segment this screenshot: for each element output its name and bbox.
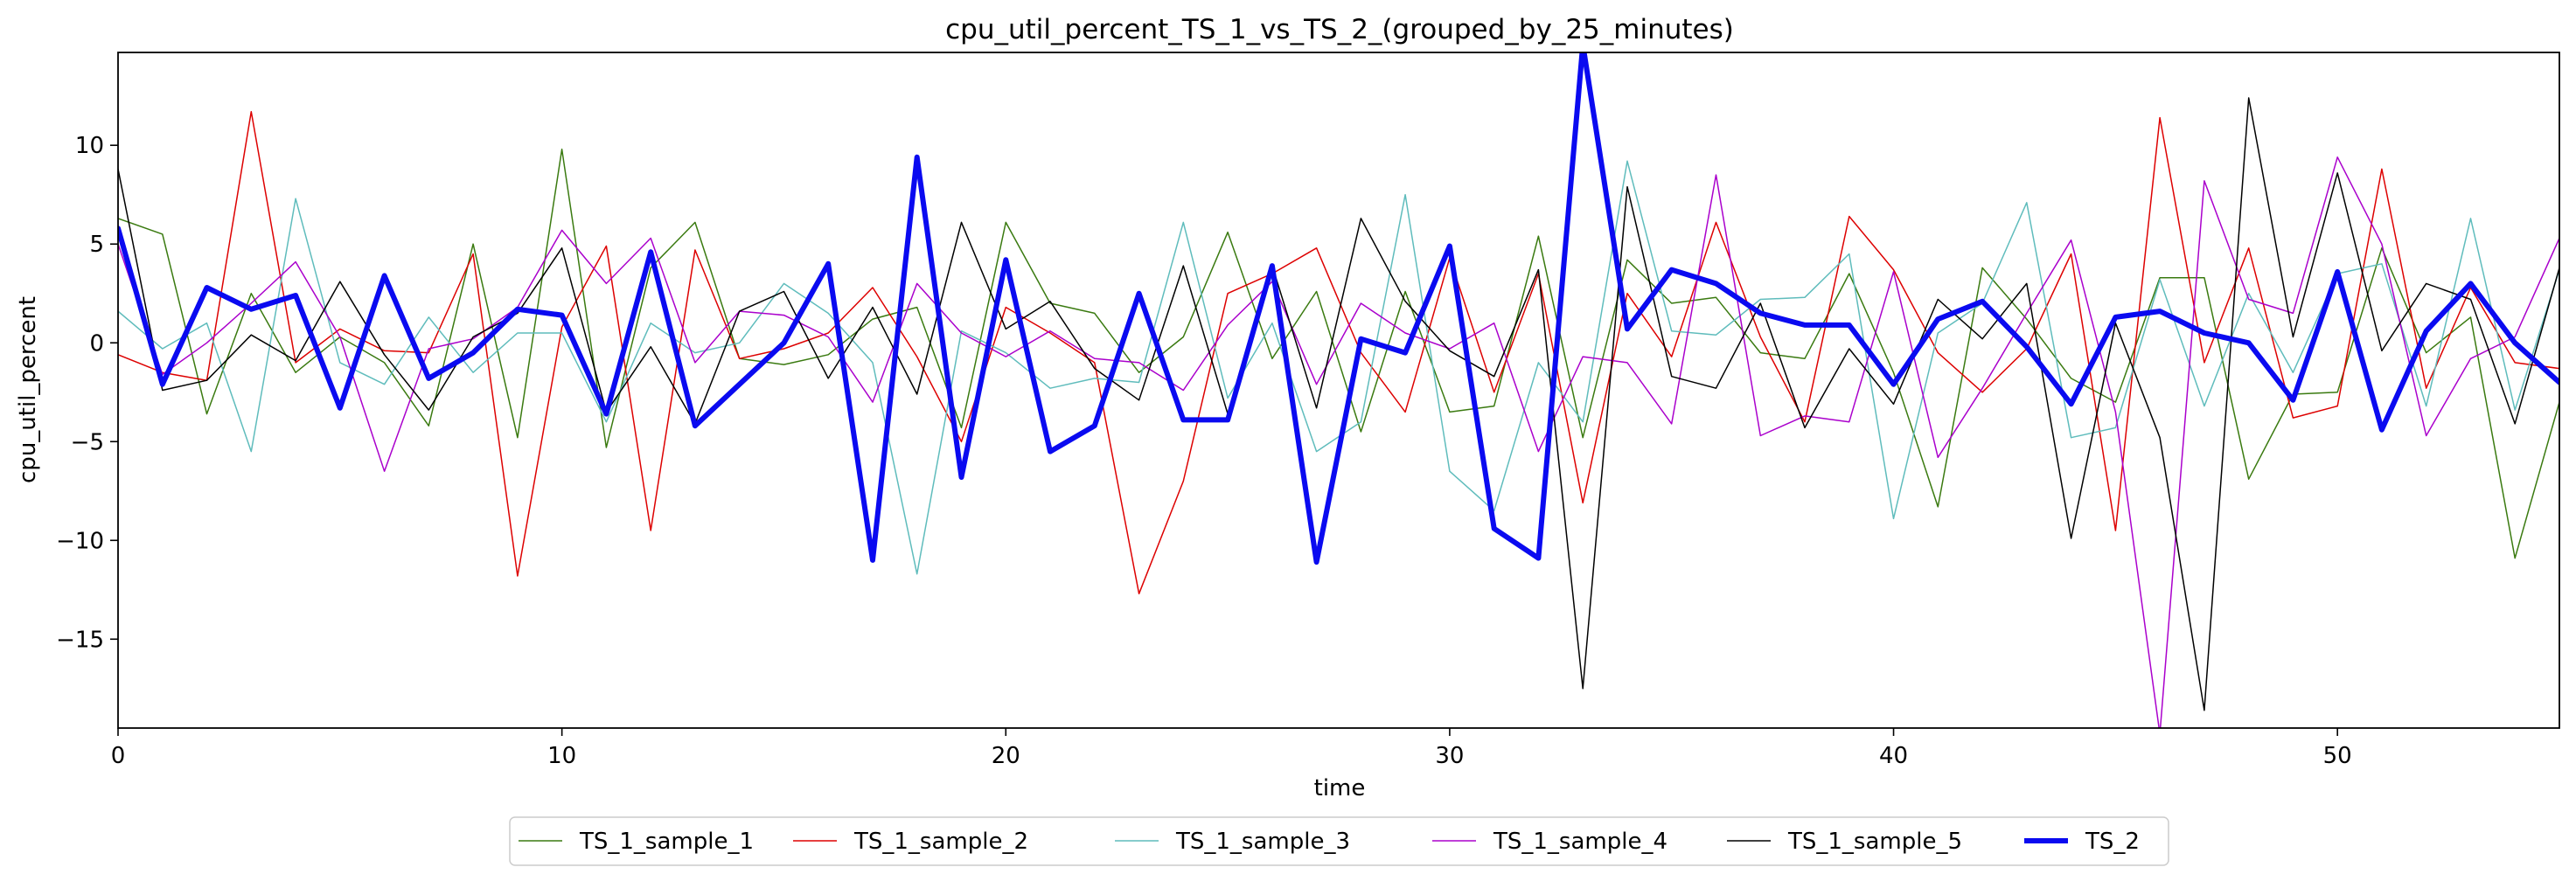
legend-item-TS_2: TS_2	[2024, 829, 2140, 855]
y-tick-label: 0	[89, 330, 104, 357]
x-tick-label: 30	[1435, 743, 1464, 769]
series-line-TS_1_sample_4	[118, 156, 2559, 728]
series-TS_1_sample_3	[118, 160, 2559, 575]
x-tick-label: 50	[2323, 743, 2352, 769]
y-axis-label: cpu_util_percent	[15, 296, 41, 483]
legend-item-TS_1_sample_2: TS_1_sample_2	[793, 829, 1028, 855]
x-axis-label: time	[1314, 775, 1366, 801]
series-line-TS_1_sample_1	[118, 149, 2559, 559]
legend-label: TS_1_sample_2	[853, 829, 1028, 855]
y-tick-label: −5	[71, 429, 104, 455]
legend-item-TS_1_sample_3: TS_1_sample_3	[1115, 829, 1350, 855]
series-line-TS_1_sample_2	[118, 111, 2559, 595]
y-tick-label: −15	[56, 627, 104, 653]
plot-frame	[117, 52, 2560, 729]
x-tick-label: 0	[111, 743, 126, 769]
legend: TS_1_sample_1 TS_1_sample_2 TS_1_sample_3 T…	[509, 816, 2169, 866]
series-TS_1_sample_2	[118, 111, 2559, 595]
series-TS_1_sample_1	[118, 149, 2559, 559]
y-axis: −15 −10 −5 0 5 10	[56, 133, 118, 653]
y-tick-label: −10	[56, 528, 104, 554]
chart-title: cpu_util_percent_TS_1_vs_TS_2_(grouped_b…	[945, 14, 1734, 45]
legend-item-TS_1_sample_1: TS_1_sample_1	[519, 829, 754, 855]
series-TS_1_sample_5	[118, 97, 2559, 711]
x-tick-label: 40	[1879, 743, 1908, 769]
legend-item-TS_1_sample_4: TS_1_sample_4	[1432, 829, 1667, 855]
plot-area	[117, 52, 2560, 729]
y-tick-label: 10	[75, 133, 104, 159]
legend-label: TS_1_sample_3	[1175, 829, 1350, 855]
series-layer	[118, 52, 2559, 728]
y-tick-label: 5	[89, 232, 104, 258]
legend-label: TS_1_sample_1	[579, 829, 754, 855]
series-line-TS_1_sample_5	[118, 97, 2559, 711]
legend-label: TS_1_sample_4	[1493, 829, 1667, 855]
legend-item-TS_1_sample_5: TS_1_sample_5	[1727, 829, 1962, 855]
x-tick-label: 10	[547, 743, 576, 769]
series-line-TS_2	[118, 52, 2559, 565]
legend-label: TS_2	[2085, 829, 2140, 855]
x-axis: 0 10 20 30 40 50	[111, 728, 2352, 769]
legend-frame	[509, 816, 2169, 866]
x-tick-label: 20	[992, 743, 1020, 769]
series-line-TS_1_sample_3	[118, 160, 2559, 575]
legend-label: TS_1_sample_5	[1787, 829, 1962, 855]
